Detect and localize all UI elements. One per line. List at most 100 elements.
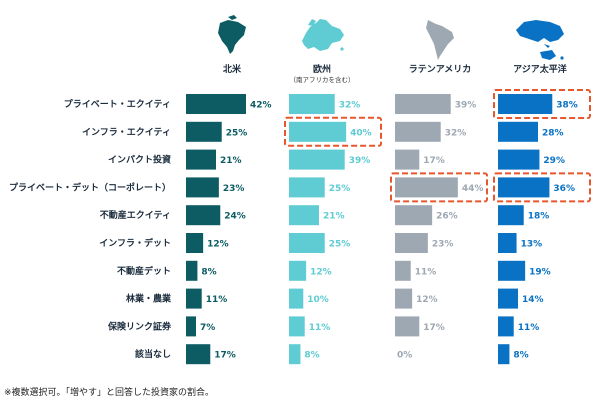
bar — [395, 233, 428, 253]
bar — [498, 288, 518, 309]
category-label: インパクト投資 — [108, 154, 171, 166]
value-label: 36% — [553, 184, 575, 194]
value-label: 24% — [224, 212, 246, 222]
value-label: 10% — [307, 295, 329, 305]
bar — [289, 121, 347, 142]
value-label: 21% — [220, 156, 242, 166]
bar — [498, 94, 553, 114]
bar — [498, 121, 538, 142]
category-label: プライベート・エクイティ — [64, 98, 171, 110]
bar — [498, 177, 550, 198]
bar — [289, 205, 319, 226]
value-label: 17% — [423, 323, 445, 333]
bar — [498, 316, 514, 337]
value-label: 12% — [207, 240, 229, 250]
value-label: 40% — [350, 128, 372, 138]
bar — [289, 177, 325, 198]
value-label: 14% — [522, 295, 544, 305]
bar — [395, 121, 441, 142]
value-label: 32% — [445, 128, 467, 138]
value-label: 32% — [339, 101, 361, 111]
category-label: 不動産エクイティ — [100, 209, 171, 221]
value-label: 11% — [206, 295, 228, 305]
bar — [186, 121, 222, 142]
region-label: ラテンアメリカ — [409, 64, 472, 75]
bar — [395, 260, 411, 281]
value-label: 8% — [513, 351, 528, 361]
bar — [186, 233, 204, 253]
value-label: 39% — [455, 101, 477, 111]
category-label: 該当なし — [135, 348, 171, 360]
category-label: プライベート・デット（コーポレート） — [9, 181, 171, 193]
value-label: 11% — [415, 267, 437, 277]
value-label: 0% — [397, 351, 412, 361]
value-label: 17% — [214, 351, 236, 361]
bar — [186, 177, 219, 198]
bar — [289, 316, 305, 337]
value-label: 44% — [462, 184, 484, 194]
value-label: 8% — [304, 351, 319, 361]
value-label: 12% — [416, 295, 438, 305]
highlight-box — [493, 172, 591, 203]
value-label: 21% — [323, 212, 345, 222]
bar — [289, 233, 325, 253]
bar — [395, 205, 433, 226]
europe-map-icon — [302, 19, 344, 51]
value-label: 11% — [309, 323, 331, 333]
value-label: 17% — [423, 156, 445, 166]
value-label: 38% — [556, 101, 578, 111]
region-label: アジア太平洋 — [513, 63, 567, 75]
bar — [289, 260, 307, 281]
highlight-box — [493, 89, 591, 119]
value-label: 29% — [543, 156, 565, 166]
highlight-box — [390, 172, 488, 203]
category-label: 保険リンク証券 — [107, 320, 172, 332]
value-label: 39% — [349, 156, 371, 166]
bar — [498, 344, 510, 365]
highlight-box — [284, 116, 382, 147]
category-label: 林業・農業 — [126, 293, 172, 305]
value-label: 12% — [310, 267, 332, 277]
bar — [186, 149, 216, 170]
bar — [395, 94, 451, 114]
value-label: 28% — [542, 128, 564, 138]
bar — [498, 149, 540, 170]
bar — [395, 149, 420, 170]
region-label: 欧州 — [313, 63, 331, 75]
value-label: 23% — [223, 184, 245, 194]
asia-pacific-map-icon — [516, 20, 564, 60]
category-label: 不動産デット — [117, 265, 171, 277]
value-label: 25% — [226, 128, 248, 138]
region-label: 北米 — [223, 63, 242, 75]
north-america-map-icon — [218, 15, 246, 54]
latin-america-map-icon — [426, 20, 454, 60]
category-label: インフラ・エクイティ — [82, 127, 171, 138]
value-label: 13% — [521, 240, 543, 250]
region-subtitle: （南アフリカを含む） — [290, 75, 355, 84]
bar — [186, 288, 202, 309]
bar — [186, 344, 211, 365]
bar — [498, 205, 524, 226]
bar — [186, 94, 246, 114]
value-label: 18% — [528, 212, 550, 222]
bar — [289, 94, 335, 114]
bar — [289, 344, 301, 365]
value-label: 25% — [329, 184, 351, 194]
value-label: 11% — [518, 323, 540, 333]
bar — [395, 177, 458, 198]
bar — [186, 205, 221, 226]
value-label: 19% — [529, 267, 551, 277]
value-label: 25% — [329, 240, 351, 250]
category-label: インフラ・デット — [99, 237, 171, 249]
bar — [289, 149, 345, 170]
value-label: 8% — [201, 267, 216, 277]
bar — [395, 288, 413, 309]
bar — [395, 316, 420, 337]
bar — [289, 288, 304, 309]
bar — [186, 260, 198, 281]
value-label: 7% — [200, 323, 215, 333]
bar — [498, 260, 526, 281]
footnote: ※複数選択可。「増やす」と回答した投資家の割合。 — [4, 388, 215, 398]
value-label: 42% — [250, 101, 272, 111]
